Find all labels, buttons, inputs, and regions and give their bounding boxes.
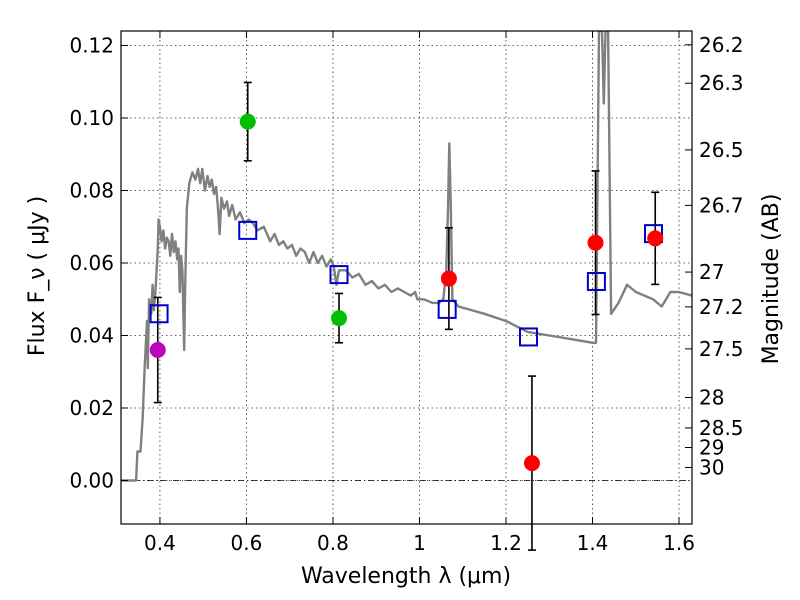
y-tick-label: 0.02 [69, 396, 114, 420]
x-tick-label: 1 [413, 531, 426, 555]
observed-point [587, 234, 604, 251]
error-bars [153, 81, 660, 551]
y-tick-label: 0.08 [69, 179, 114, 203]
model-photometry-box [518, 327, 538, 347]
mag-tick-label: 27 [699, 260, 724, 284]
model-photometry-markers [149, 220, 664, 347]
x-tick-label: 0.6 [231, 531, 263, 555]
mag-tick-label: 26.2 [699, 33, 744, 57]
mag-tick-label: 26.7 [699, 193, 744, 217]
model-photometry-box [238, 220, 258, 240]
mag-tick-label: 26.3 [699, 71, 744, 95]
y-tick-label: 0.04 [69, 324, 114, 348]
observed-photometry-markers [149, 113, 664, 472]
y-axis-title: Flux F_ν ( μJy ) [25, 196, 50, 356]
x-axis-title: Wavelength λ (μm) [301, 564, 511, 589]
mag-tick-label: 28.5 [699, 416, 744, 440]
sed-model-line [121, 31, 692, 482]
mag-tick-label: 26.5 [699, 138, 744, 162]
observed-point [523, 455, 540, 472]
mag-tick-label: 27.2 [699, 295, 744, 319]
observed-point [440, 270, 457, 287]
x-tick-label: 1.2 [490, 531, 522, 555]
plot-area [121, 31, 692, 482]
observed-point [149, 342, 166, 358]
mag-tick-label: 30 [699, 455, 724, 479]
y-tick-labels: 0.00 0.02 0.04 0.06 0.08 0.10 0.12 [69, 34, 114, 493]
y-tick-label: 0.00 [69, 469, 114, 493]
model-photometry-box [586, 271, 606, 291]
x-tick-label: 0.4 [144, 531, 176, 555]
observed-point [239, 113, 256, 130]
observed-point [331, 310, 348, 327]
model-photometry-box [149, 304, 169, 324]
mag-tick-label: 29 [699, 436, 724, 460]
y-tick-label: 0.10 [69, 106, 114, 130]
x-tick-labels: 0.4 0.6 0.8 1 1.2 1.4 1.6 [144, 531, 695, 555]
model-photometry-box [329, 265, 349, 285]
observed-point [647, 230, 664, 247]
grid-lines [121, 31, 692, 524]
x-tick-label: 0.8 [317, 531, 349, 555]
model-photometry-box [437, 299, 457, 319]
y-tick-label: 0.06 [69, 251, 114, 275]
y-tick-label: 0.12 [69, 34, 114, 58]
tick-marks [121, 31, 692, 524]
x-tick-label: 1.4 [577, 531, 609, 555]
x-tick-label: 1.6 [663, 531, 695, 555]
mag-tick-label: 28 [699, 385, 724, 409]
right-axis-title: Magnitude (AB) [759, 194, 784, 365]
mag-tick-label: 27.5 [699, 337, 744, 361]
plot-frame [120, 30, 693, 525]
